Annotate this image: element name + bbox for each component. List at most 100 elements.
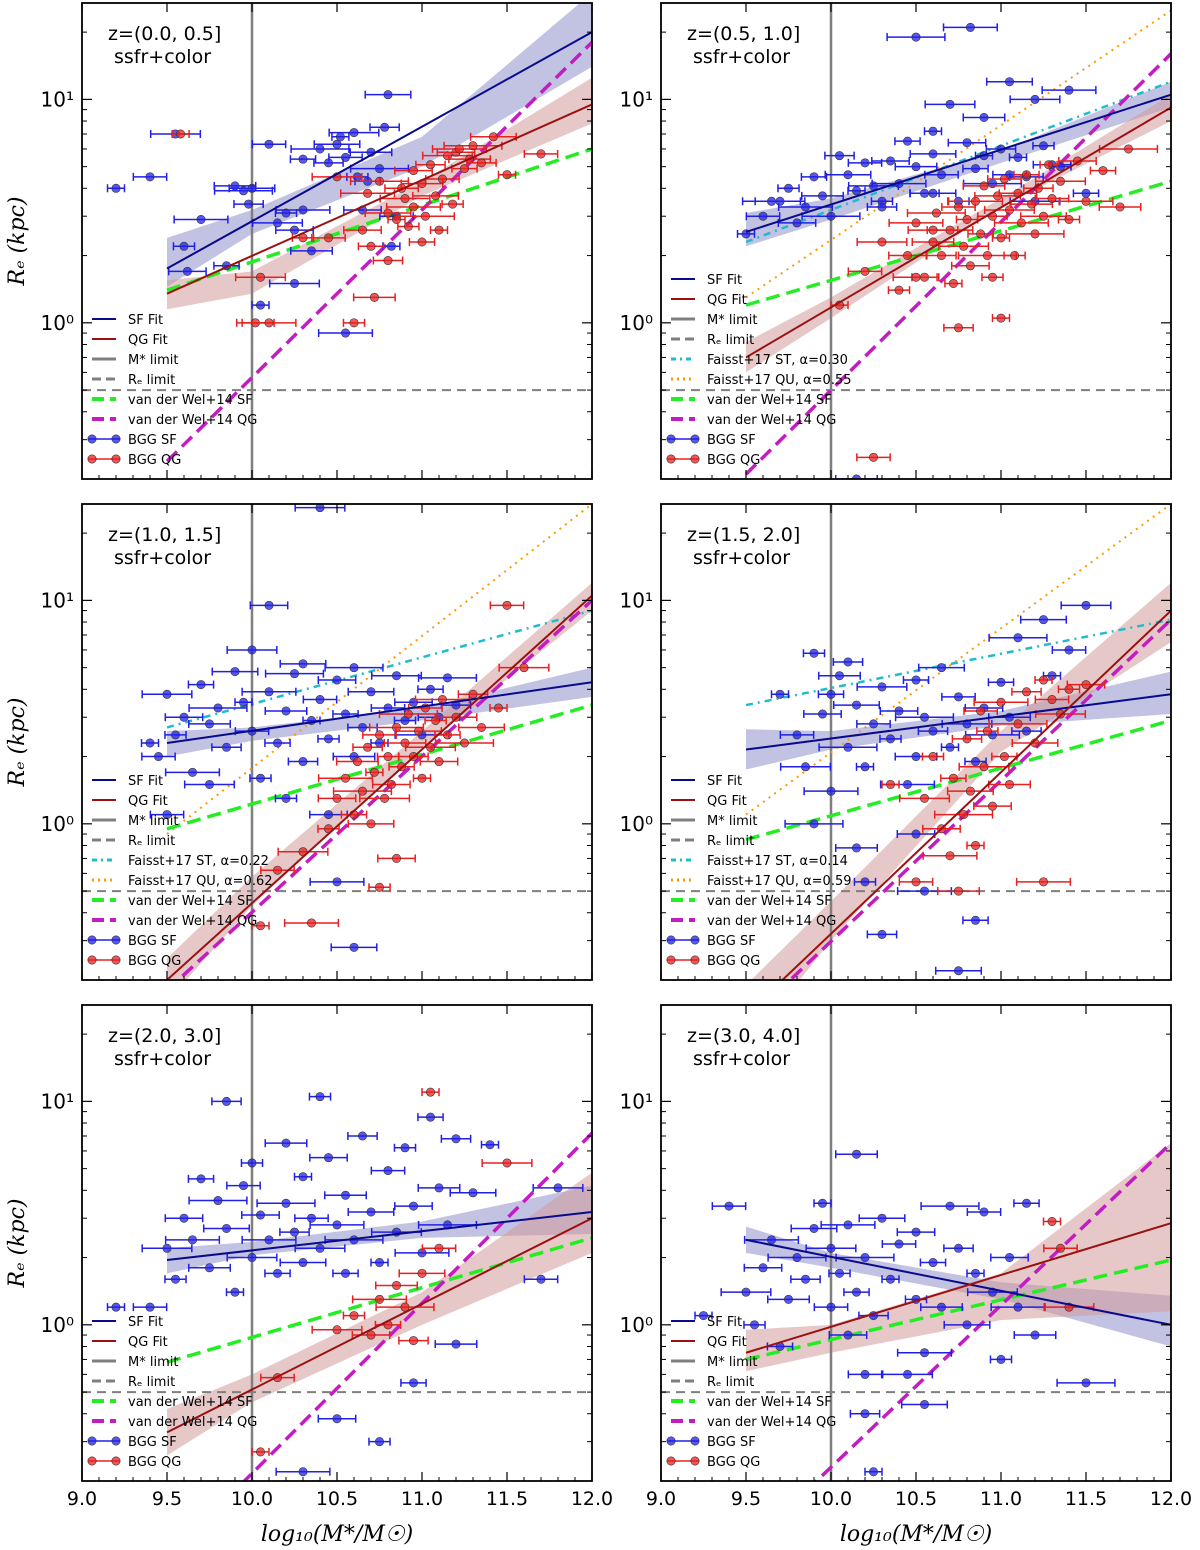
legend-item: QG Fit bbox=[92, 1335, 168, 1350]
bgg-qg-marker bbox=[1081, 196, 1091, 206]
bgg-sf-point bbox=[835, 1149, 878, 1159]
bgg-sf-marker bbox=[298, 205, 308, 215]
bgg-sf-marker bbox=[877, 929, 887, 939]
bgg-qg-point bbox=[1034, 675, 1053, 685]
bgg-sf-point bbox=[894, 752, 938, 762]
bgg-sf-marker bbox=[553, 1183, 563, 1193]
panel-title: z=(2.0, 3.0] bbox=[108, 1025, 221, 1047]
legend-item: SF Fit bbox=[671, 1315, 742, 1330]
bgg-qg-point bbox=[377, 853, 416, 863]
bgg-qg-marker bbox=[357, 786, 367, 796]
sf-fit-band bbox=[167, 3, 592, 287]
bgg-sf-point bbox=[249, 773, 272, 783]
bgg-sf-point bbox=[790, 1223, 838, 1233]
bgg-qg-marker bbox=[374, 882, 384, 892]
bgg-sf-point bbox=[943, 1243, 974, 1253]
bgg-qg-point bbox=[1034, 194, 1070, 204]
bgg-qg-marker bbox=[408, 1336, 418, 1346]
bgg-sf-point bbox=[317, 675, 357, 685]
bgg-qg-marker bbox=[420, 211, 430, 221]
bgg-sf-marker bbox=[357, 722, 367, 732]
legend-item: Rₑ limit bbox=[92, 373, 175, 388]
bgg-sf-point bbox=[370, 703, 406, 713]
legend-label: Rₑ limit bbox=[707, 333, 754, 348]
bgg-sf-point bbox=[694, 1311, 713, 1321]
bgg-qg-marker bbox=[349, 1311, 359, 1321]
bgg-sf-marker bbox=[792, 730, 802, 740]
bgg-sf-marker bbox=[868, 719, 878, 729]
bgg-sf-point bbox=[275, 1467, 331, 1477]
faisst-qu-line bbox=[745, 9, 1171, 299]
legend-label: Faisst+17 QU, α=0.55 bbox=[707, 373, 852, 388]
bgg-sf-point bbox=[1009, 94, 1061, 104]
bgg-sf-point bbox=[941, 692, 976, 702]
bgg-qg-point bbox=[434, 738, 495, 748]
legend-item: BGG QG bbox=[666, 453, 760, 468]
bgg-qg-marker bbox=[982, 726, 992, 736]
bgg-qg-marker bbox=[425, 742, 435, 752]
legend: SF Fit QG Fit M* limit Rₑ limit Faisst+17 ST… bbox=[666, 774, 852, 969]
bgg-sf-point bbox=[226, 645, 278, 655]
qg-fit-band bbox=[751, 582, 1171, 980]
bgg-qg-point bbox=[856, 237, 908, 247]
bgg-sf-marker bbox=[196, 215, 206, 225]
x-axis-label: log₁₀(M*/M☉) bbox=[261, 1522, 413, 1547]
vdw-sf-line bbox=[166, 703, 592, 831]
bgg-sf-point bbox=[917, 726, 949, 736]
bgg-sf-marker bbox=[179, 712, 189, 722]
bgg-sf-marker bbox=[809, 172, 819, 182]
bgg-qg-marker bbox=[1021, 687, 1031, 697]
bgg-qg-point bbox=[412, 773, 432, 783]
legend-label: BGG SF bbox=[707, 934, 756, 949]
legend-item: van der Wel+14 QG bbox=[671, 914, 836, 929]
vdw-sf-line bbox=[745, 718, 1171, 842]
legend-swatch-marker bbox=[690, 434, 700, 444]
bgg-sf-marker bbox=[230, 667, 240, 677]
bgg-sf-point bbox=[1008, 152, 1028, 162]
legend-swatch-marker bbox=[87, 1456, 97, 1466]
bgg-sf-marker bbox=[851, 186, 861, 196]
bgg-sf-marker bbox=[902, 1369, 912, 1379]
bgg-qg-marker bbox=[417, 237, 427, 247]
bgg-sf-marker bbox=[860, 1409, 870, 1419]
bgg-sf-point bbox=[188, 1263, 231, 1273]
bgg-qg-point bbox=[498, 663, 550, 673]
bgg-sf-point bbox=[777, 183, 800, 193]
bgg-qg-point bbox=[371, 779, 411, 789]
bgg-sf-point bbox=[164, 1235, 221, 1245]
legend-swatch-marker bbox=[690, 1456, 700, 1466]
bgg-sf-marker bbox=[111, 183, 121, 193]
bgg-qg-point bbox=[947, 196, 1004, 206]
bgg-sf-point bbox=[256, 1198, 316, 1208]
bgg-qg-marker bbox=[1004, 779, 1014, 789]
bgg-sf-point bbox=[858, 1213, 906, 1223]
bgg-qg-marker bbox=[1124, 144, 1134, 154]
bgg-qg-marker bbox=[437, 174, 447, 184]
bgg-sf-point bbox=[417, 673, 478, 683]
bgg-sf-marker bbox=[826, 211, 836, 221]
y-axis-label: Rₑ (kpc) bbox=[5, 698, 30, 788]
bgg-sf-marker bbox=[162, 1243, 172, 1253]
bgg-qg-marker bbox=[959, 241, 969, 251]
bgg-qg-marker bbox=[519, 663, 529, 673]
bgg-sf-point bbox=[784, 819, 844, 829]
legend-label: BGG QG bbox=[707, 453, 760, 468]
bgg-qg-point bbox=[986, 174, 1022, 184]
legend-item: BGG SF bbox=[87, 433, 177, 448]
bgg-sf-marker bbox=[868, 1467, 878, 1477]
bgg-sf-point bbox=[779, 730, 815, 740]
bgg-sf-marker bbox=[289, 225, 299, 235]
bgg-sf-marker bbox=[1064, 85, 1074, 95]
legend-item: Faisst+17 QU, α=0.55 bbox=[671, 373, 852, 388]
legend-label: van der Wel+14 SF bbox=[707, 393, 832, 408]
bgg-qg-marker bbox=[448, 199, 458, 209]
bgg-sf-marker bbox=[306, 1213, 316, 1223]
bgg-sf-point bbox=[164, 1274, 187, 1284]
y-tick-label: 10⁰ bbox=[620, 311, 653, 335]
bgg-qg-marker bbox=[349, 318, 359, 328]
bgg-qg-marker bbox=[369, 767, 379, 777]
bgg-qg-point bbox=[311, 233, 346, 243]
legend-label: BGG SF bbox=[128, 934, 177, 949]
bgg-qg-point bbox=[429, 225, 449, 235]
bgg-sf-marker bbox=[230, 1287, 240, 1297]
